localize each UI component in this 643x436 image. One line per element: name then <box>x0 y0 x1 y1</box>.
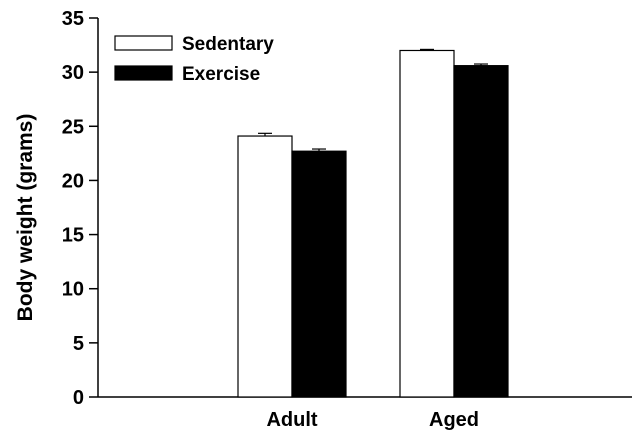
bar-exercise-aged <box>453 65 509 398</box>
y-tick-label: 30 <box>62 62 84 84</box>
bars <box>237 48 509 398</box>
y-tick-label: 15 <box>62 225 84 247</box>
x-tick-label: Aged <box>429 409 479 431</box>
y-tick-label: 0 <box>73 387 84 409</box>
y-axis-title: Body weight (grams) <box>14 114 37 322</box>
y-tick-label: 25 <box>62 116 84 138</box>
y-tick-label: 10 <box>62 279 84 301</box>
y-tick-label: 20 <box>62 170 84 192</box>
bar-sedentary-adult <box>237 135 293 398</box>
y-axis: 0 5 10 15 20 25 30 35 <box>62 8 99 409</box>
y-tick-label: 35 <box>62 8 84 30</box>
legend: Sedentary Exercise <box>114 34 274 85</box>
legend-swatch-sedentary <box>114 35 173 51</box>
bar-exercise-adult <box>291 150 347 398</box>
y-tick-label: 5 <box>73 333 84 355</box>
bar-sedentary-aged <box>399 49 455 398</box>
legend-label-sedentary: Sedentary <box>182 34 274 55</box>
x-tick-label: Adult <box>266 409 317 431</box>
x-axis: Adult Aged <box>98 396 632 431</box>
legend-label-exercise: Exercise <box>182 64 260 85</box>
legend-swatch-exercise <box>114 65 173 81</box>
